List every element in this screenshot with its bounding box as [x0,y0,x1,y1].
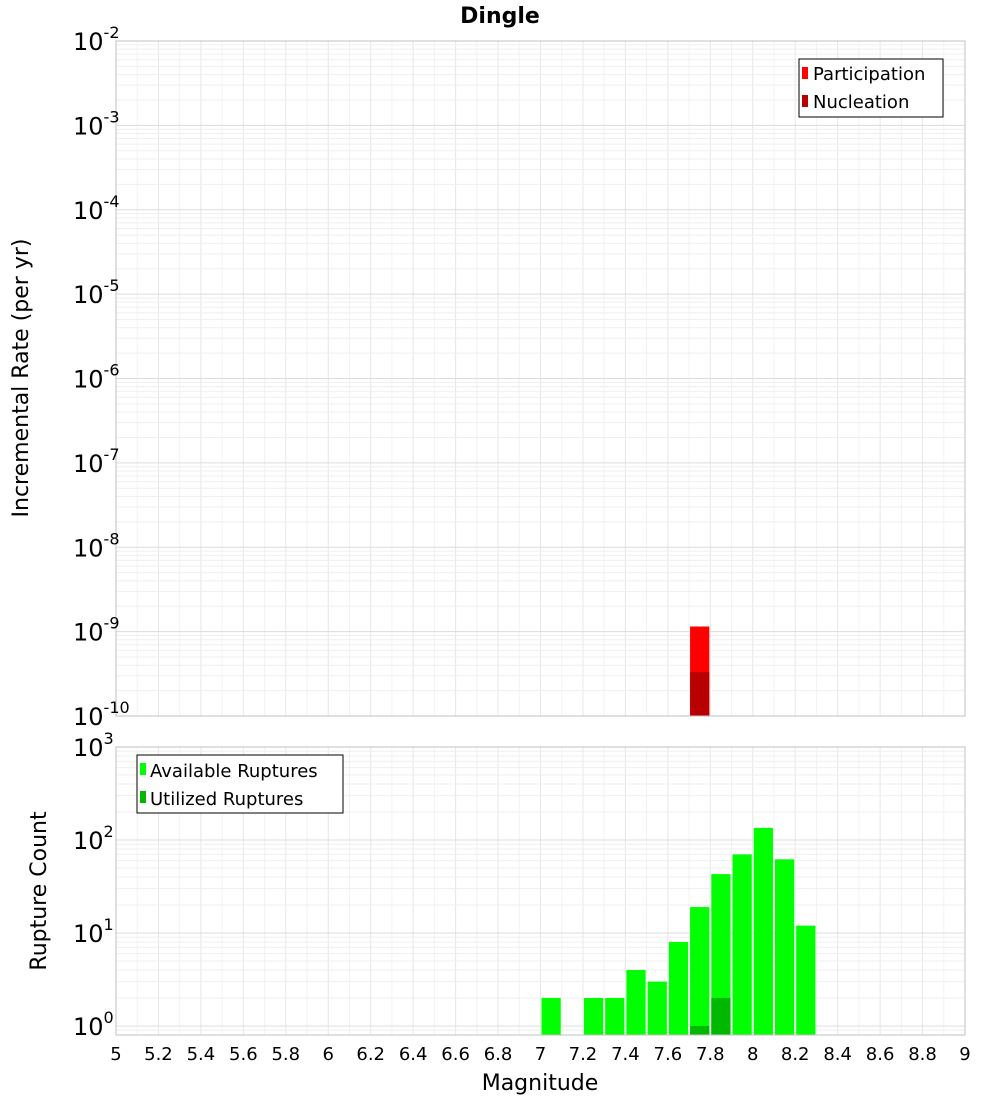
bottom-bar-b [690,1025,710,1035]
x-tick-label: 5 [110,1044,121,1065]
x-axis-label: Magnitude [482,1071,599,1096]
top-legend: Participation Nucleation [798,58,944,118]
bottom-bar-a [626,969,646,1035]
x-tick-label: 6.6 [441,1044,470,1065]
bottom-bar-a [753,827,773,1035]
bottom-bar-b [711,997,731,1035]
top-y-tick-label: 10-8 [73,529,120,562]
top-y-tick-label: 10-2 [73,23,120,56]
bottom-x-ticks: 5 5.2 5.4 5.6 5.8 6 6.2 6.4 6.6 6.8 7 7.2 7.4 7.6 7.8 8… [110,1044,970,1065]
bottom-bar-a [796,925,816,1035]
x-tick-label: 8.2 [781,1044,810,1065]
bottom-y-ticks: 103 102 101 100 [73,729,114,1041]
top-y-tick-label: 10-9 [73,614,120,647]
x-tick-label: 5.6 [229,1044,258,1065]
bottom-bar-a [541,997,561,1035]
top-bar-b [690,672,710,716]
bottom-bars [541,827,816,1035]
bottom-legend-box [136,754,344,814]
bottom-y-tick-label: 103 [73,729,114,762]
top-legend-box [798,58,944,118]
bottom-legend: Available Ruptures Utilized Ruptures [136,754,344,814]
top-y-ticks: 10-2 10-3 10-4 10-5 10-6 10-7 10-8 10-9 10-10 [73,23,130,731]
top-y-tick-label: 10-3 [73,107,120,140]
bottom-bar-a [774,859,795,1035]
top-y-tick-label: 10-10 [73,698,130,731]
x-tick-label: 6.4 [399,1044,428,1065]
x-tick-label: 5.2 [144,1044,173,1065]
x-tick-label: 9 [959,1044,970,1065]
legend-swatch-utilized [140,791,146,803]
bottom-bar-a [605,997,625,1035]
x-tick-label: 6 [323,1044,334,1065]
x-tick-label: 8.4 [823,1044,852,1065]
bottom-bar-a [668,942,689,1035]
x-tick-label: 7.2 [569,1044,598,1065]
bottom-bar-a [732,854,752,1035]
top-grid [116,40,965,717]
legend-label-participation: Participation [813,64,925,85]
bottom-bar-a [583,997,604,1035]
x-tick-label: 7.6 [654,1044,683,1065]
x-tick-label: 8.6 [866,1044,895,1065]
bottom-bar-a [647,981,667,1035]
legend-swatch-available [140,763,146,775]
x-tick-label: 6.2 [356,1044,385,1065]
bottom-y-tick-label: 100 [73,1008,114,1041]
top-y-tick-label: 10-7 [73,445,120,478]
bottom-bar-a [690,907,710,1035]
bottom-bar-a [711,874,731,1035]
top-plot-border [115,40,966,717]
legend-label-nucleation: Nucleation [813,92,909,113]
legend-swatch-nucleation [802,95,808,107]
x-tick-label: 8 [747,1044,758,1065]
x-tick-label: 8.8 [908,1044,937,1065]
bottom-y-tick-label: 102 [73,822,114,855]
top-bars [690,626,710,716]
bottom-panel: 103 102 101 100 5 5.2 5.4 5.6 5.8 6 6.2 6.4 6.6 6.8 7… [27,729,971,1096]
x-tick-label: 7.8 [696,1044,725,1065]
top-y-axis-label: Incremental Rate (per yr) [9,239,34,518]
x-tick-label: 7.4 [611,1044,640,1065]
x-tick-label: 5.4 [187,1044,216,1065]
legend-label-available: Available Ruptures [150,761,318,782]
legend-label-utilized: Utilized Ruptures [150,789,303,810]
top-y-tick-label: 10-6 [73,361,120,394]
top-panel: Dingle 10-210-310-410-510-610-710-810-91… [9,4,966,731]
bottom-plot-border [115,746,966,1036]
top-y-tick-label: 10-4 [73,192,120,225]
bottom-y-axis-label: Rupture Count [27,811,52,971]
bottom-y-tick-label: 101 [73,915,114,948]
x-tick-label: 7 [535,1044,546,1065]
x-tick-label: 6.8 [484,1044,513,1065]
x-tick-label: 5.8 [271,1044,300,1065]
legend-swatch-participation [802,67,808,79]
chart-title: Dingle [460,4,540,29]
top-y-tick-label: 10-5 [73,276,120,309]
